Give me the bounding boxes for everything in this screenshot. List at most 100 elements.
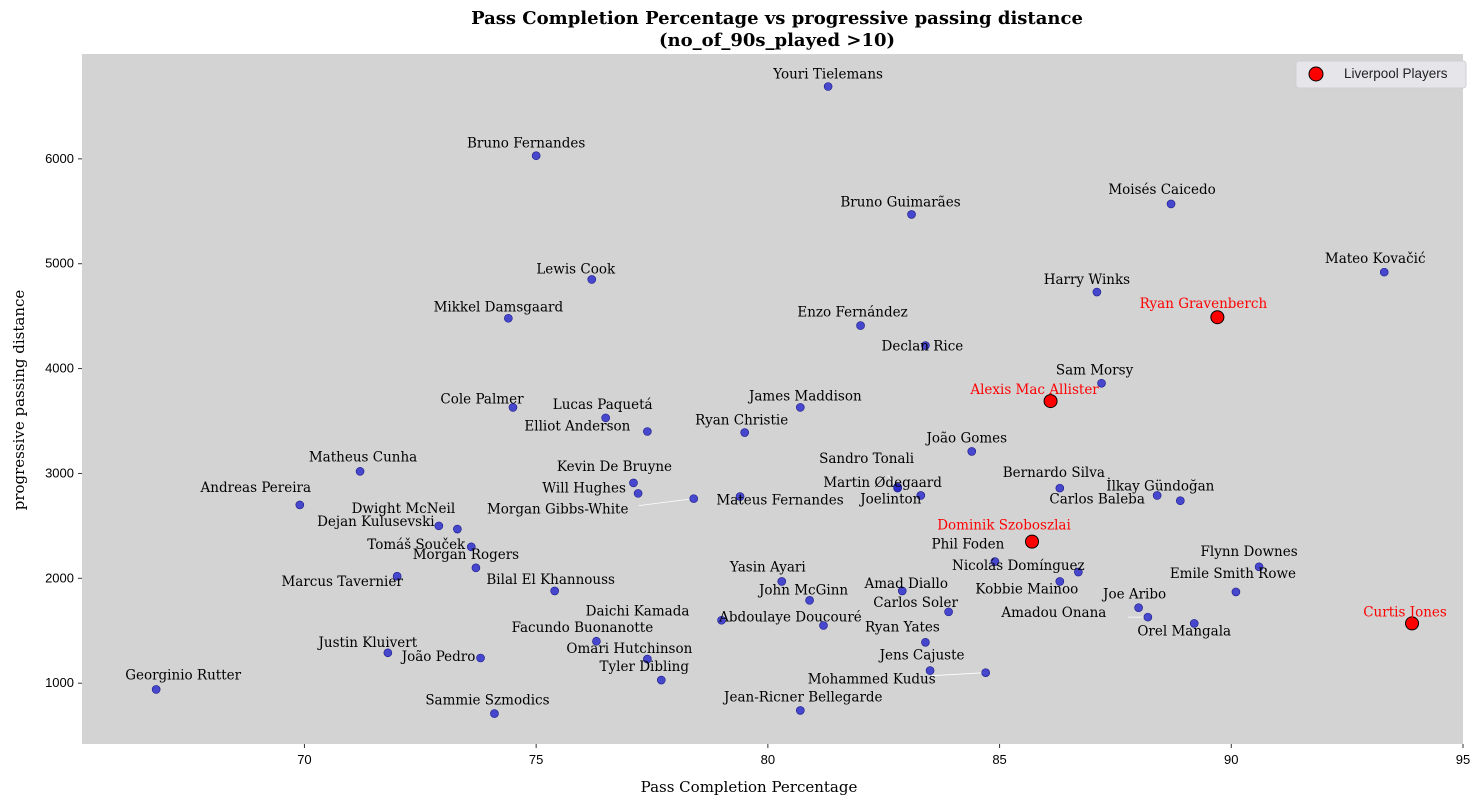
player-label: Sammie Szmodics [425, 693, 549, 709]
player-label: Yasin Ayari [729, 559, 806, 575]
player-point [916, 491, 926, 500]
y-tick-label: 4000 [45, 361, 74, 376]
player-label: Justin Kluivert [317, 635, 418, 651]
player-point [587, 275, 597, 284]
data-points [151, 82, 1420, 718]
liverpool-player-label: Ryan Gravenberch [1140, 296, 1268, 312]
x-tick-label: 85 [992, 752, 1006, 767]
player-label: Nicolás Domínguez [952, 558, 1085, 574]
player-label: Harry Winks [1044, 272, 1130, 288]
player-label: Lewis Cook [536, 261, 616, 277]
player-point [1134, 603, 1143, 612]
player-point [629, 478, 638, 488]
player-point [907, 210, 916, 219]
player-label: Will Hughes [542, 480, 626, 496]
player-point [453, 524, 462, 534]
legend: Liverpool Players [1295, 60, 1467, 89]
x-tick-label: 75 [529, 752, 543, 767]
player-point [967, 447, 977, 456]
y-axis-label: progressive passing distance [10, 290, 28, 511]
player-label: Martin Ødegaard [823, 475, 942, 491]
player-point [897, 586, 907, 596]
player-label: Georginio Rutter [125, 667, 241, 683]
player-label: Joelinton [858, 491, 921, 507]
player-label: Sandro Tonali [819, 451, 915, 467]
player-label: Andreas Pereira [200, 480, 312, 496]
player-label: Mateo Kovačić [1325, 251, 1426, 267]
plot-area [82, 54, 1463, 744]
player-point [476, 653, 485, 663]
player-point [1055, 483, 1065, 493]
player-point [1143, 612, 1153, 622]
player-label: Amad Diallo [864, 576, 949, 592]
player-point [796, 706, 805, 715]
player-point [944, 607, 953, 617]
player-label: Carlos Soler [873, 595, 958, 611]
player-point [656, 675, 666, 685]
player-label: Moisés Caicedo [1108, 182, 1215, 198]
player-label: Tomáš Souček [367, 537, 466, 553]
player-label: Phil Foden [932, 537, 1005, 553]
player-label: Morgan Gibbs-White [487, 502, 629, 518]
player-point [601, 413, 610, 423]
x-tick-label: 80 [761, 752, 775, 767]
player-label: Marcus Tavernier [281, 574, 403, 590]
player-label: Flynn Downes [1201, 544, 1298, 560]
player-point [819, 621, 828, 630]
player-point [990, 557, 1000, 566]
player-label: John McGinn [757, 582, 848, 598]
player-point [1231, 587, 1241, 597]
player-label: Cole Palmer [440, 391, 524, 407]
player-point [1166, 199, 1176, 209]
player-label: Sam Morsy [1056, 362, 1134, 378]
player-label: Ryan Christie [695, 413, 788, 429]
player-label: Matheus Cunha [309, 449, 417, 465]
player-label: Ryan Yates [865, 619, 940, 635]
player-label: Daichi Kamada [586, 603, 690, 619]
player-point [471, 563, 481, 573]
player-label: Bruno Fernandes [467, 136, 585, 152]
player-point [740, 428, 749, 437]
player-point [1074, 567, 1083, 577]
player-point [981, 668, 990, 677]
player-label: Dejan Kulusevski [317, 514, 435, 530]
player-point [295, 500, 305, 510]
player-point [689, 494, 699, 503]
player-point [717, 615, 726, 625]
point-labels: Youri Tielemans Bruno Fernandes Bruno Guim… [125, 67, 1447, 709]
player-label: Youri Tielemans [772, 67, 883, 83]
player-point [805, 596, 814, 605]
player-point [643, 654, 652, 664]
player-label: João Gomes [924, 430, 1007, 446]
player-point [925, 666, 935, 675]
label-connector [638, 498, 694, 507]
player-point [490, 709, 499, 718]
player-point [1152, 491, 1162, 500]
axis-ticks: 70 75 80 85 90 95 1000 2000 3000 4000 5000 6000 [45, 151, 1470, 767]
y-tick-label: 6000 [45, 151, 74, 166]
player-label: Bilal El Khannouss [486, 572, 615, 588]
player-label: James Maddison [747, 388, 862, 404]
player-label: Mikkel Damsgaard [434, 299, 564, 315]
chart-title-line1: Pass Completion Percentage vs progressiv… [471, 8, 1083, 29]
liverpool-player-point [1210, 310, 1225, 325]
player-label: Facundo Buonanotte [512, 620, 654, 636]
player-point [508, 403, 518, 412]
player-point [735, 492, 745, 501]
player-point [823, 82, 833, 91]
liverpool-player-point [1043, 394, 1058, 409]
player-point [643, 427, 652, 436]
x-tick-label: 90 [1224, 752, 1238, 767]
player-point [1176, 496, 1185, 506]
liverpool-player-point [1405, 616, 1420, 631]
player-label: Morgan Rogers [413, 547, 519, 563]
player-point [893, 483, 902, 493]
x-tick-label: 95 [1456, 752, 1470, 767]
liverpool-player-label: Curtis Jones [1363, 604, 1447, 620]
legend-liverpool-marker [1308, 66, 1324, 82]
player-point [1254, 562, 1264, 572]
player-label: Jens Cajuste [878, 648, 965, 664]
player-point [1097, 378, 1106, 388]
liverpool-player-label: Alexis Mac Allister [969, 382, 1099, 398]
label-connector [931, 672, 986, 677]
